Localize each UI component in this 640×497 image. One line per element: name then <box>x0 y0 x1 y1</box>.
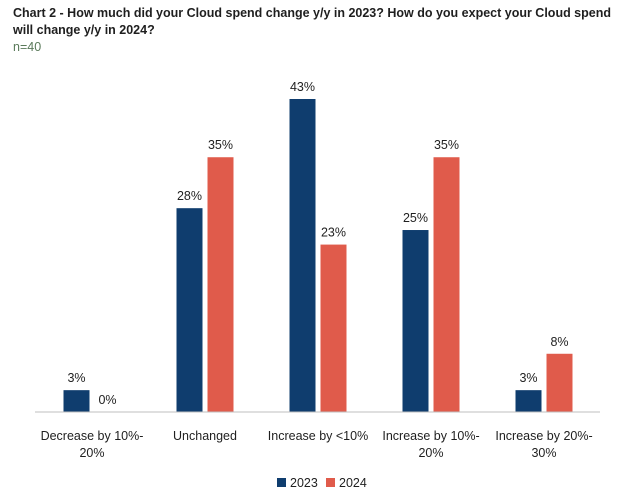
bar-2023-0 <box>63 390 90 412</box>
bar-2024-3 <box>433 157 460 412</box>
bar-2023-4 <box>515 390 542 412</box>
bars-layer <box>63 99 573 412</box>
legend-swatch-2024 <box>326 478 335 487</box>
bar-2024-4 <box>546 353 573 412</box>
bar-2024-1 <box>207 157 234 412</box>
category-label-line: 20% <box>418 446 443 460</box>
category-label-line: Decrease by 10%- <box>41 429 144 443</box>
data-label-2024-4: 8% <box>550 335 568 349</box>
data-label-2024-3: 35% <box>434 138 459 152</box>
data-label-2023-0: 3% <box>67 371 85 385</box>
category-label-line: 30% <box>531 446 556 460</box>
category-label-line: Unchanged <box>173 429 237 443</box>
bar-2023-3 <box>402 230 429 412</box>
bar-2023-2 <box>289 99 316 412</box>
chart-subtitle: n=40 <box>13 40 42 54</box>
category-label-line: Increase by 20%- <box>495 429 592 443</box>
legend: 2023 2024 <box>277 476 367 490</box>
category-label-2: Increase by <10% <box>268 429 368 443</box>
chart-title: Chart 2 - How much did your Cloud spend … <box>13 6 611 37</box>
category-label-line: Increase by 10%- <box>382 429 479 443</box>
category-label-3: Increase by 10%- 20% <box>382 429 479 460</box>
category-label-line: Increase by <10% <box>268 429 368 443</box>
data-label-2024-2: 23% <box>321 226 346 240</box>
data-label-2024-0: 0% <box>98 393 116 407</box>
data-label-2023-3: 25% <box>403 211 428 225</box>
legend-label-2023: 2023 <box>290 476 318 490</box>
data-label-2023-4: 3% <box>519 371 537 385</box>
bar-2023-1 <box>176 208 203 412</box>
data-label-2024-1: 35% <box>208 138 233 152</box>
labels-layer: 3% 0% Decrease by 10%- 20% 28% 35% Unchanged 43… <box>41 80 593 460</box>
legend-label-2024: 2024 <box>339 476 367 490</box>
category-label-1: Unchanged <box>173 429 237 443</box>
data-label-2023-2: 43% <box>290 80 315 94</box>
bar-2024-2 <box>320 244 347 412</box>
data-label-2023-1: 28% <box>177 189 202 203</box>
category-label-0: Decrease by 10%- 20% <box>41 429 144 460</box>
legend-swatch-2023 <box>277 478 286 487</box>
category-label-4: Increase by 20%- 30% <box>495 429 592 460</box>
category-label-line: 20% <box>79 446 104 460</box>
